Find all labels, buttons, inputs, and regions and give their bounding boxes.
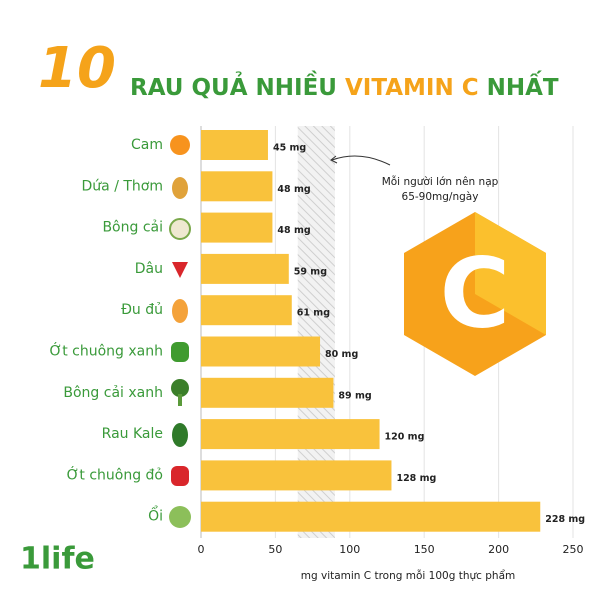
annotation-arrow bbox=[331, 155, 391, 166]
x-tick-label: 200 bbox=[488, 543, 509, 556]
y-tick-label: Bông cải xanh bbox=[63, 385, 163, 401]
x-axis-label: mg vitamin C trong mỗi 100g thực phẩm bbox=[301, 569, 515, 582]
annotation: 65-90mg/ngày bbox=[402, 191, 479, 203]
x-tick-label: 100 bbox=[339, 543, 360, 556]
bar bbox=[201, 212, 273, 243]
title-number: 10 bbox=[38, 36, 116, 101]
y-tick-label: Ớt chuông đỏ bbox=[67, 465, 163, 483]
logo-letter: C bbox=[440, 237, 510, 349]
chart-title: RAU QUẢ NHIỀU VITAMIN C NHẤT bbox=[130, 70, 559, 101]
x-tick-label: 0 bbox=[198, 543, 205, 556]
y-tick-label: Ổi bbox=[148, 506, 163, 525]
value-label: 48 mg bbox=[277, 225, 310, 236]
y-tick-label: Ớt chuông xanh bbox=[49, 342, 163, 360]
value-label: 128 mg bbox=[396, 473, 436, 484]
icons bbox=[169, 135, 191, 528]
bar bbox=[201, 253, 289, 284]
bar bbox=[201, 171, 273, 202]
value-label: 61 mg bbox=[297, 308, 330, 319]
value-label: 89 mg bbox=[338, 390, 371, 401]
value-label: 45 mg bbox=[273, 143, 306, 154]
title-part: NHẤT bbox=[487, 70, 559, 101]
x-tick-label: 250 bbox=[563, 543, 584, 556]
y-tick-label: Dứa / Thơm bbox=[82, 178, 163, 194]
value-label: 59 mg bbox=[294, 266, 327, 277]
y-tick-label: Dâu bbox=[135, 261, 163, 277]
value-label: 48 mg bbox=[277, 184, 310, 195]
bar bbox=[201, 377, 334, 408]
arrow-head bbox=[330, 155, 338, 164]
brand: 1life bbox=[20, 542, 95, 577]
y-tick-label: Cam bbox=[131, 137, 163, 153]
bar bbox=[201, 130, 268, 160]
logo: C bbox=[404, 212, 546, 376]
value-label: 120 mg bbox=[385, 432, 425, 443]
title-part: RAU QUẢ NHIỀU bbox=[130, 70, 337, 101]
value-label: 228 mg bbox=[545, 514, 585, 525]
annotation: Mỗi người lớn nên nạp bbox=[382, 175, 499, 188]
y-tick-label: Đu đủ bbox=[121, 302, 163, 318]
bar bbox=[201, 460, 392, 491]
bar bbox=[201, 419, 380, 450]
x-tick-label: 150 bbox=[414, 543, 435, 556]
plot: 0 50 100 150 200 250 mg vitamin C trong mỗi 10… bbox=[49, 126, 585, 582]
y-tick-label: Bông cải bbox=[102, 220, 163, 236]
value-label: 80 mg bbox=[325, 349, 358, 360]
bar bbox=[201, 295, 292, 326]
bar bbox=[201, 501, 541, 532]
y-tick-label: Rau Kale bbox=[102, 426, 163, 442]
title-part: VITAMIN C bbox=[345, 75, 479, 101]
x-tick-label: 50 bbox=[268, 543, 282, 556]
bar bbox=[201, 336, 321, 367]
